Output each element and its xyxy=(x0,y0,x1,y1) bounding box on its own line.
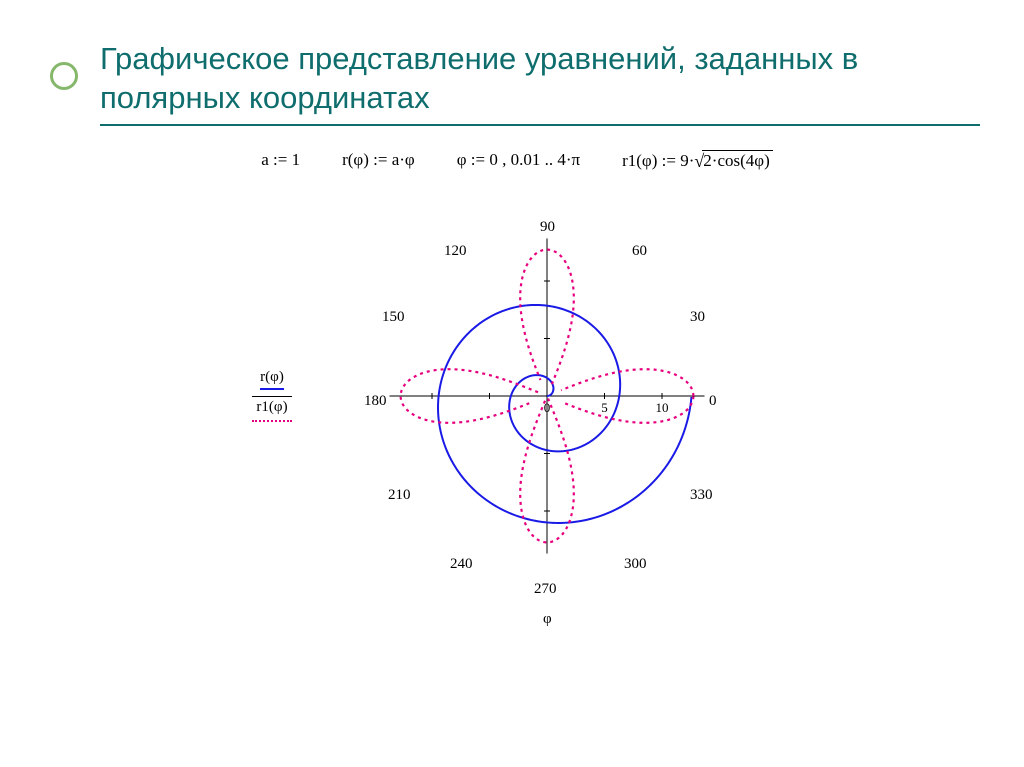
angle-label-60: 60 xyxy=(632,243,647,260)
legend-dash-icon xyxy=(252,420,292,422)
angle-label-300: 300 xyxy=(624,556,647,573)
angle-label-270: 270 xyxy=(534,581,557,598)
equation-row: a := 1 r(φ) := a·φ φ := 0 , 0.01 .. 4·π … xyxy=(70,150,964,171)
legend-divider xyxy=(252,396,292,397)
angle-label-330: 330 xyxy=(690,487,713,504)
page-title: Графическое представление уравнений, зад… xyxy=(100,40,964,118)
eq-r: r(φ) := a·φ xyxy=(342,150,415,170)
eq-a: a := 1 xyxy=(261,150,300,170)
angle-label-210: 210 xyxy=(388,487,411,504)
sqrt-icon: √ xyxy=(694,151,704,172)
angle-label-30: 30 xyxy=(690,309,705,326)
angle-label-90: 90 xyxy=(540,219,555,236)
bullet-icon xyxy=(50,62,78,90)
eq-r1: r1(φ) := 9·√2·cos(4φ) xyxy=(622,150,773,171)
polar-svg: 0 5 10 xyxy=(252,181,812,661)
title-rule xyxy=(100,124,980,126)
chart-legend: r(φ) r1(φ) xyxy=(252,369,292,422)
angle-label-240: 240 xyxy=(450,556,473,573)
svg-text:10: 10 xyxy=(656,400,669,415)
angle-label-180: 180 xyxy=(364,393,387,410)
svg-text:5: 5 xyxy=(601,400,608,415)
angle-label-150: 150 xyxy=(382,309,405,326)
polar-chart: 0 5 10 r(φ) r1(φ) 0 30 60 90 120 150 180 210 240 27… xyxy=(252,181,812,661)
legend-item-1: r(φ) xyxy=(260,369,284,390)
phi-axis-label: φ xyxy=(543,611,552,628)
eq-phi: φ := 0 , 0.01 .. 4·π xyxy=(457,150,580,170)
angle-label-0: 0 xyxy=(709,393,717,410)
legend-item-2: r1(φ) xyxy=(256,399,287,415)
angle-label-120: 120 xyxy=(444,243,467,260)
